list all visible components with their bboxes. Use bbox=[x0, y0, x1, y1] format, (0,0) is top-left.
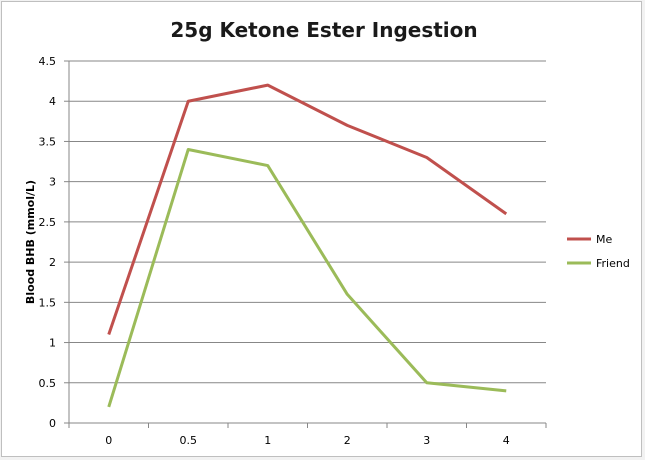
y-tick-label: 2.5 bbox=[39, 216, 57, 229]
x-tick-label: 3 bbox=[423, 434, 430, 447]
legend-label-friend: Friend bbox=[596, 257, 630, 270]
x-tick-label: 0 bbox=[105, 434, 112, 447]
y-tick-label: 0 bbox=[49, 417, 56, 430]
chart-title: 25g Ketone Ester Ingestion bbox=[170, 18, 477, 42]
y-tick-label: 3.5 bbox=[39, 135, 57, 148]
y-tick-label: 4 bbox=[49, 95, 56, 108]
y-tick-labels: 0 0.5 1 1.5 2 2.5 3 3.5 4 4.5 bbox=[39, 55, 57, 430]
y-tick-label: 4.5 bbox=[39, 55, 57, 68]
y-axis-label: Blood BHB (mmol/L) bbox=[24, 180, 37, 304]
legend: Me Friend bbox=[567, 233, 630, 270]
series-lines bbox=[107, 83, 508, 408]
gridlines bbox=[69, 60, 546, 384]
y-tick-label: 1.5 bbox=[39, 296, 57, 309]
series-line-me bbox=[107, 83, 508, 335]
x-tick-label: 2 bbox=[344, 434, 351, 447]
axes bbox=[64, 60, 547, 428]
y-tick-label: 0.5 bbox=[39, 377, 57, 390]
x-tick-label: 4 bbox=[503, 434, 510, 447]
y-tick-label: 3 bbox=[49, 176, 56, 189]
x-tick-label: 0.5 bbox=[180, 434, 198, 447]
y-tick-label: 2 bbox=[49, 256, 56, 269]
x-tick-label: 1 bbox=[264, 434, 271, 447]
series-line-friend bbox=[107, 147, 507, 408]
y-tick-label: 1 bbox=[49, 337, 56, 350]
x-tick-labels: 0 0.5 1 2 3 4 bbox=[105, 434, 510, 447]
legend-label-me: Me bbox=[596, 233, 612, 246]
